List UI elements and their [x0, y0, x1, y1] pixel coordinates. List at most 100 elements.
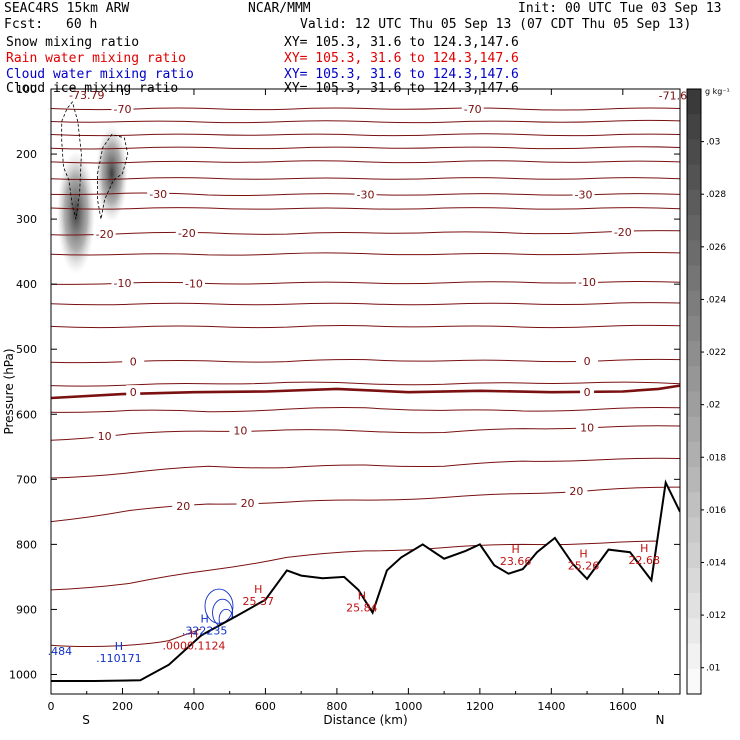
- colorbar-label: .014: [706, 558, 726, 568]
- colorbar-label: .028: [706, 190, 726, 200]
- isotherm-label-bg: [576, 276, 599, 289]
- isotherm-line: [51, 119, 680, 124]
- axes: 0 200 400 600 800 1000 1200 1400 160020030040050…: [2, 83, 680, 727]
- plot-frame: [50, 88, 681, 695]
- high-marker: H: [579, 547, 587, 560]
- high-value: 25.37: [243, 595, 275, 608]
- cloud-ice-contour: [61, 101, 82, 220]
- freezing-label-bg: [580, 385, 595, 399]
- isotherm-label: -20: [96, 228, 114, 241]
- isotherm-line: [51, 381, 680, 387]
- colorbar-cell: [687, 467, 701, 493]
- y-tick-label: 600: [16, 408, 37, 421]
- isotherm-line: [51, 146, 680, 150]
- high-marker: H: [640, 542, 648, 555]
- field-xy-rain: XY= 105.3, 31.6 to 124.3,147.6: [284, 51, 519, 66]
- isotherm-label: 20: [241, 497, 255, 510]
- colorbar-cell: [687, 416, 701, 443]
- colorbar-cell: [687, 89, 701, 115]
- colorbar-cell: [687, 441, 701, 468]
- colorbar-cell: [687, 567, 701, 594]
- isotherm-line: [51, 407, 680, 413]
- y-tick-label: 1000: [9, 668, 37, 681]
- x-tick-label: 200: [112, 700, 133, 713]
- colorbar-cell: [687, 164, 701, 191]
- colorbar-label: .012: [706, 611, 726, 621]
- isotherm-label: -10: [113, 277, 131, 290]
- colorbar-label: .026: [706, 243, 726, 253]
- isotherm-label: -70: [113, 103, 131, 116]
- x-tick-label: 600: [255, 700, 276, 713]
- field-label-rain: Rain water mixing ratio: [6, 51, 187, 66]
- isotherm-label-bg: [572, 188, 595, 201]
- x-tick-label: 0: [48, 700, 55, 713]
- isotherm-label-bg: [172, 500, 195, 513]
- high-value: 25.84: [346, 602, 378, 615]
- high-marker: H: [190, 627, 198, 640]
- isotherm-label: 20: [569, 485, 583, 498]
- isotherm-line: [51, 302, 680, 306]
- isotherm-line: [51, 177, 680, 181]
- isotherm-label-bg: [147, 187, 170, 200]
- high-marker: H: [115, 640, 123, 653]
- colorbar-label: .024: [706, 295, 726, 305]
- field-xy-snow: XY= 105.3, 31.6 to 124.3,147.6: [284, 35, 519, 50]
- isotherm-label-bg: [236, 497, 259, 510]
- high-value: 22.68: [629, 554, 661, 567]
- colorbar-label: .018: [706, 453, 726, 463]
- isotherm-label: -30: [575, 188, 593, 201]
- snow-cell: [95, 125, 128, 222]
- snow-shading: [57, 125, 128, 275]
- high-value: 25.26: [568, 559, 600, 572]
- isotherm-label: -20: [178, 227, 196, 240]
- forecast-hours: 60 h: [66, 17, 98, 32]
- field-xy-cloud-water: XY= 105.3, 31.6 to 124.3,147.6: [284, 67, 519, 82]
- isotherm-label-bg: [111, 103, 134, 116]
- isotherm-line: [51, 230, 680, 236]
- isotherm-contours: [51, 107, 680, 591]
- isotherm-label: 20: [176, 500, 190, 513]
- snow-cell: [57, 151, 96, 275]
- x-tick-label: 1200: [466, 700, 494, 713]
- y-axis-title: Pressure (hPa): [2, 348, 16, 434]
- isotherm-label: -30: [149, 188, 167, 201]
- colorbar-cell: [687, 366, 701, 392]
- isotherm-label-bg: [576, 354, 599, 367]
- isotherm-line: [51, 251, 680, 256]
- isotherm-label-bg: [576, 421, 599, 434]
- colorbar-label: .016: [706, 506, 726, 516]
- high-marker: H: [511, 543, 519, 556]
- rain-contour: [51, 628, 202, 648]
- isotherm-label-bg: [182, 277, 205, 290]
- high-value: .322235: [182, 624, 228, 637]
- colorbar-cell: [687, 139, 701, 166]
- high-marker: H: [254, 583, 262, 596]
- high-value: .110171: [96, 652, 142, 665]
- forecast-label: Fcst:: [4, 17, 44, 32]
- colorbar-cell: [687, 668, 701, 695]
- isotherm-label-bg: [229, 424, 252, 437]
- field-label-snow: Snow mixing ratio: [6, 35, 140, 50]
- isotherm-label-bg: [565, 484, 588, 497]
- isotherm-label: 0: [130, 356, 137, 369]
- edge-value-label: -73.79: [69, 89, 104, 102]
- colorbar-cell: [687, 240, 701, 266]
- colorbar-label: .02: [706, 401, 720, 411]
- y-tick-label: 200: [16, 148, 37, 161]
- isotherm-label: -10: [185, 277, 203, 290]
- high-marker: H: [201, 612, 209, 625]
- colorbar-unit: g kg⁻¹: [705, 87, 730, 96]
- isotherm-label: -30: [357, 188, 375, 201]
- chart-header: SEAC4RS 15km ARW NCAR/MMM Init: 00 UTC T…: [0, 0, 740, 100]
- cloud-water-contour: [204, 588, 234, 624]
- isotherm-line: [51, 540, 680, 591]
- colorbar-cell: [687, 215, 701, 241]
- edge-value-label: -71.6: [659, 89, 687, 102]
- colorbar-cell: [687, 114, 701, 140]
- y-tick-label: 300: [16, 213, 37, 226]
- freezing-level-label: 0: [130, 386, 137, 399]
- south-label: S: [82, 713, 90, 727]
- colorbar-cell: [687, 517, 701, 544]
- high-value: 23.66: [500, 555, 532, 568]
- colorbar-cell: [687, 290, 701, 317]
